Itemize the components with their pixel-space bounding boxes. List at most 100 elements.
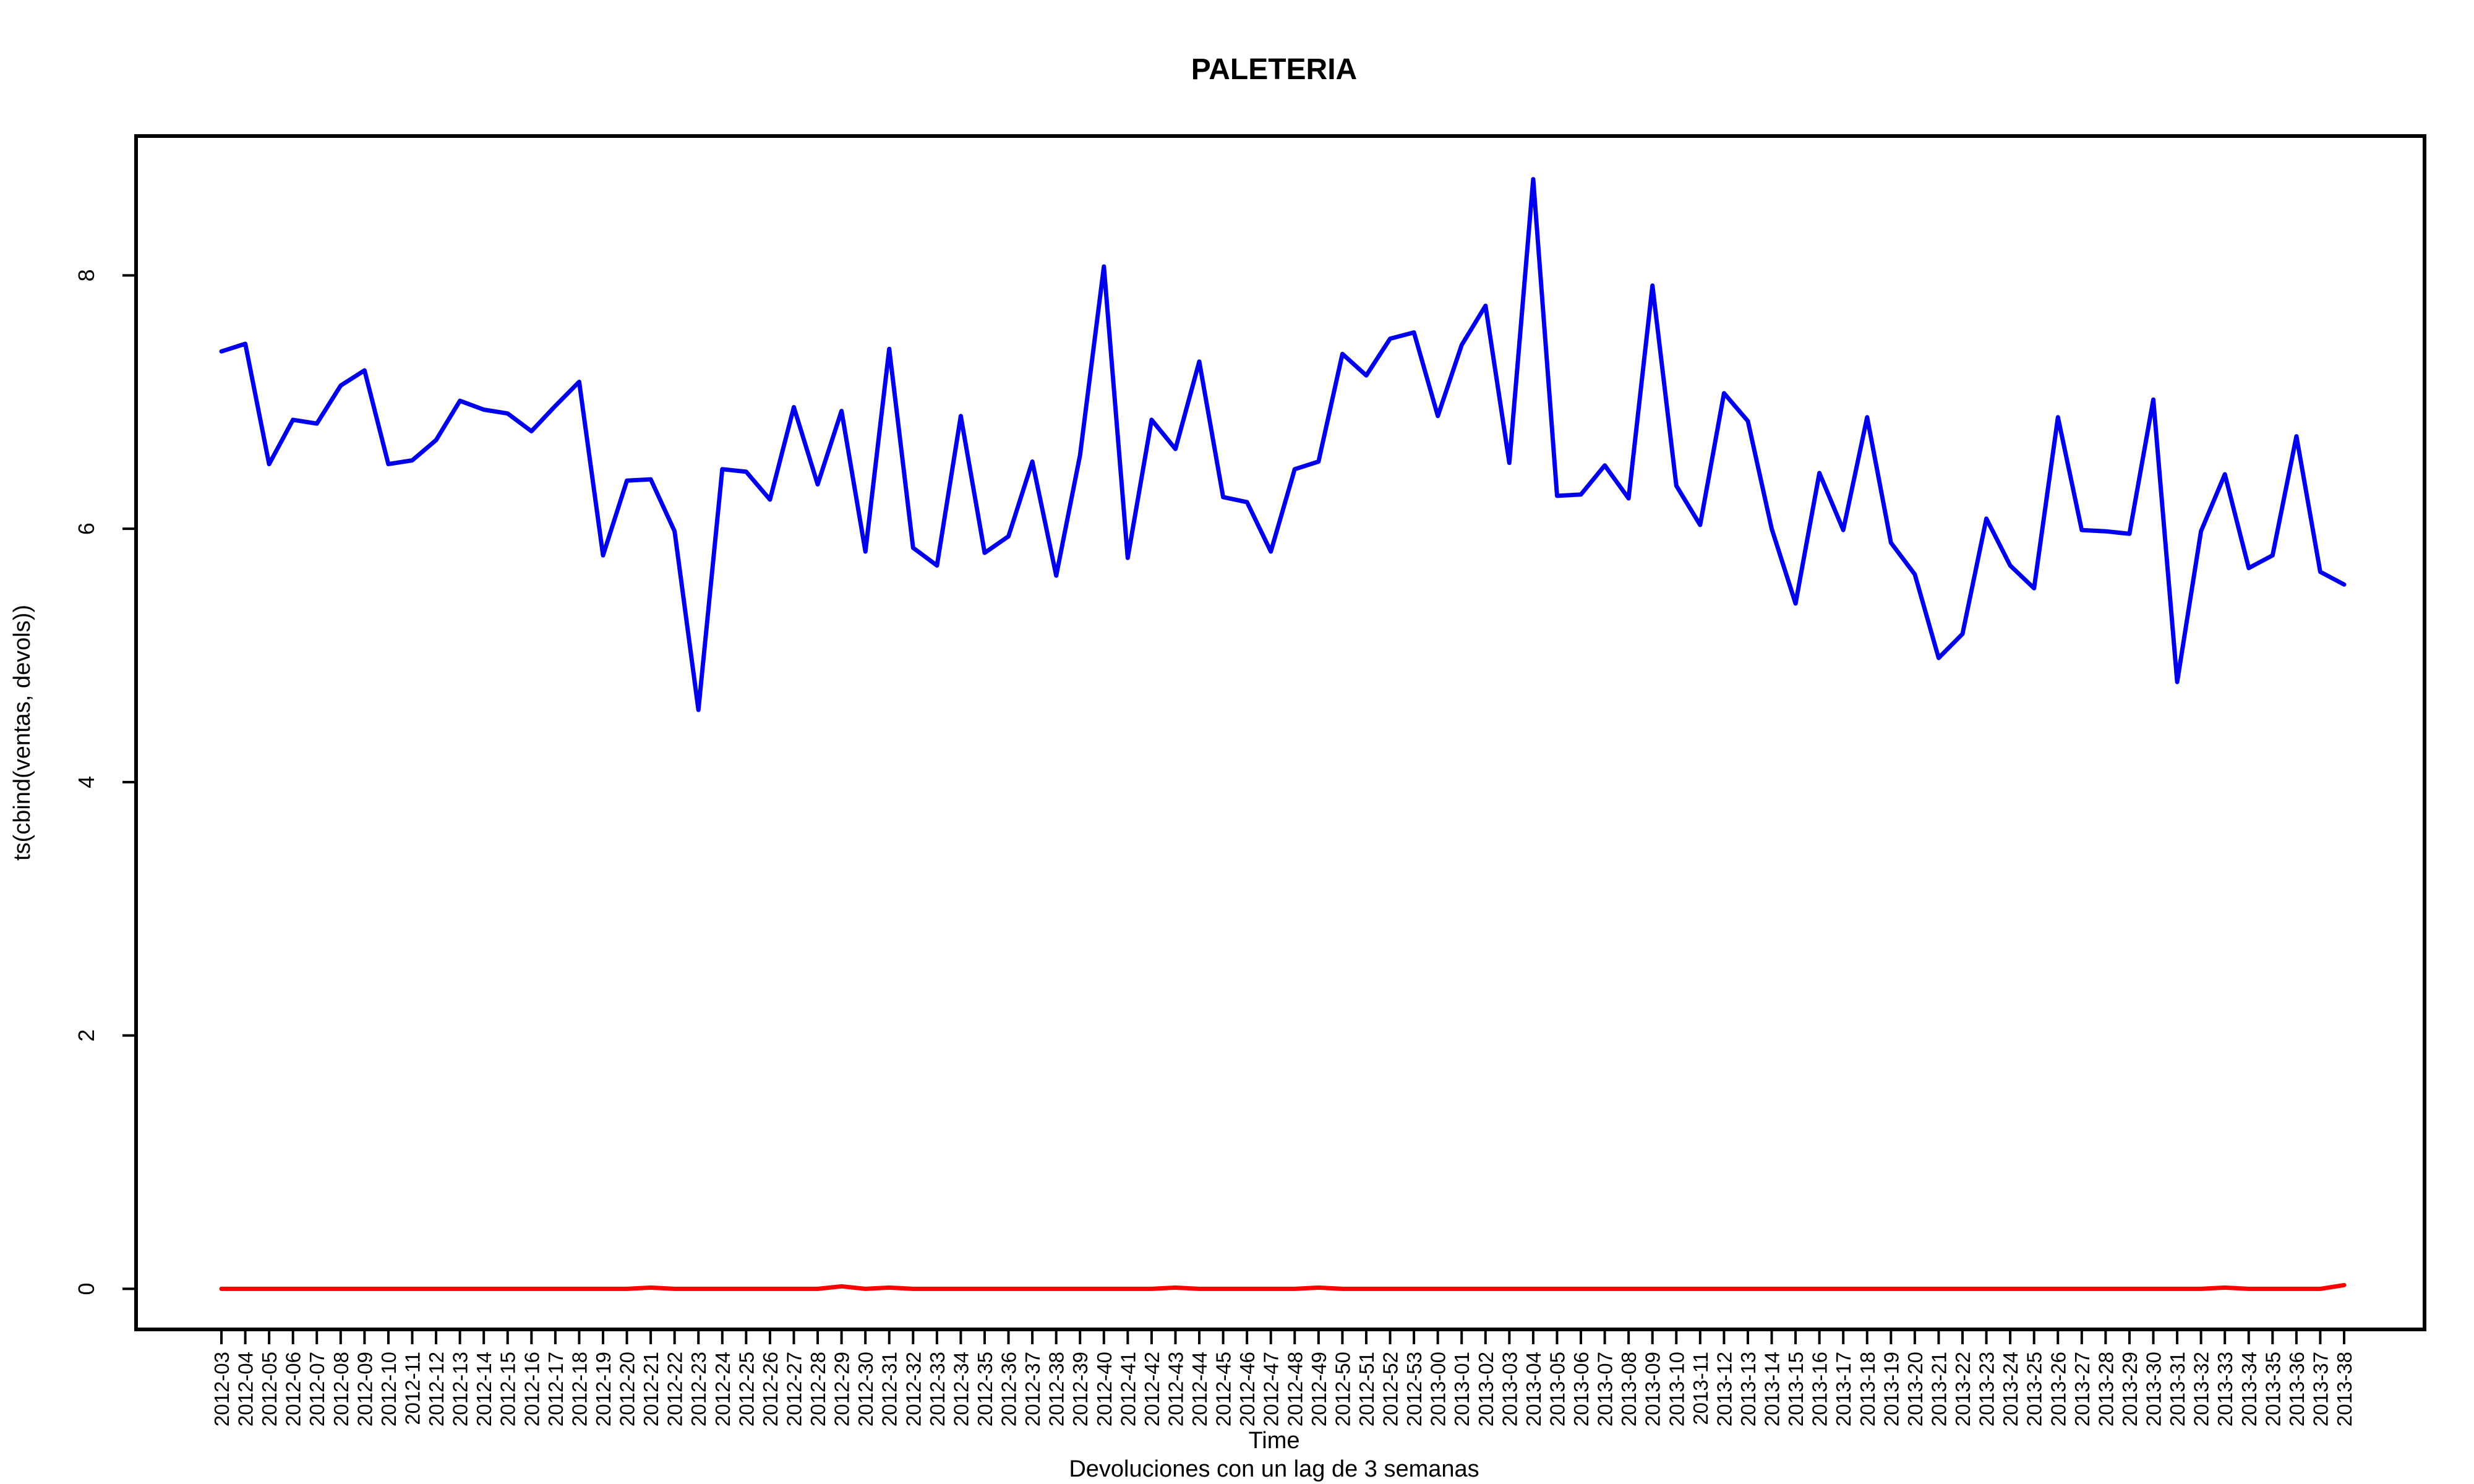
x-tick-label: 2012-29 bbox=[831, 1352, 854, 1426]
x-tick-label: 2012-20 bbox=[616, 1352, 639, 1426]
x-tick-label: 2012-46 bbox=[1236, 1352, 1259, 1426]
y-tick-label: 6 bbox=[74, 522, 99, 535]
x-tick-label: 2013-29 bbox=[2118, 1352, 2141, 1426]
x-tick-label: 2013-16 bbox=[1808, 1352, 1831, 1426]
x-tick-label: 2012-22 bbox=[664, 1352, 687, 1426]
x-tick-label: 2012-35 bbox=[974, 1352, 996, 1426]
x-tick-label: 2012-14 bbox=[473, 1352, 495, 1426]
x-tick-label: 2012-32 bbox=[902, 1352, 925, 1426]
x-tick-label: 2012-18 bbox=[568, 1352, 591, 1426]
x-tick-label: 2013-12 bbox=[1713, 1352, 1736, 1426]
x-tick-label: 2012-09 bbox=[353, 1352, 376, 1426]
x-tick-label: 2013-18 bbox=[1856, 1352, 1879, 1426]
x-tick-label: 2012-26 bbox=[759, 1352, 782, 1426]
x-tick-label: 2013-38 bbox=[2333, 1352, 2356, 1426]
x-tick-label: 2013-23 bbox=[1975, 1352, 1998, 1426]
x-tick-label: 2013-04 bbox=[1522, 1352, 1545, 1426]
series-line-0 bbox=[219, 177, 2347, 712]
x-tick-label: 2013-13 bbox=[1737, 1352, 1760, 1426]
x-tick-label: 2013-05 bbox=[1546, 1352, 1569, 1426]
x-tick-label: 2013-00 bbox=[1427, 1352, 1450, 1426]
x-tick-label: 2013-06 bbox=[1570, 1352, 1593, 1426]
x-tick-label: 2012-13 bbox=[449, 1352, 472, 1426]
x-tick-label: 2013-11 bbox=[1689, 1352, 1712, 1425]
x-tick-label: 2013-07 bbox=[1594, 1352, 1617, 1426]
x-tick-label: 2012-28 bbox=[807, 1352, 829, 1426]
x-tick-label: 2013-25 bbox=[2023, 1352, 2046, 1426]
x-tick-label: 2012-37 bbox=[1021, 1352, 1044, 1426]
x-tick-label: 2013-03 bbox=[1498, 1352, 1521, 1426]
y-tick-label: 8 bbox=[74, 269, 99, 281]
series-layer bbox=[219, 177, 2347, 1291]
chart-subtitle: Devoluciones con un lag de 3 semanas bbox=[1069, 1456, 1479, 1482]
y-tick-label: 2 bbox=[74, 1030, 99, 1042]
x-tick-label: 2012-07 bbox=[306, 1352, 328, 1426]
series-line-1 bbox=[219, 1282, 2347, 1291]
x-tick-label: 2012-24 bbox=[711, 1352, 734, 1426]
x-tick-label: 2013-27 bbox=[2071, 1352, 2094, 1426]
x-tick-label: 2013-24 bbox=[1999, 1352, 2022, 1426]
x-tick-label: 2013-31 bbox=[2166, 1352, 2189, 1426]
x-tick-label: 2013-10 bbox=[1665, 1352, 1688, 1426]
x-tick-label: 2012-08 bbox=[330, 1352, 353, 1426]
x-tick-label: 2013-22 bbox=[1951, 1352, 1974, 1426]
x-tick-label: 2012-27 bbox=[782, 1352, 805, 1426]
x-tick-label: 2012-19 bbox=[592, 1352, 615, 1426]
x-tick-label: 2013-14 bbox=[1761, 1352, 1784, 1426]
x-tick-label: 2013-20 bbox=[1904, 1352, 1927, 1426]
x-tick-label: 2013-09 bbox=[1641, 1352, 1664, 1426]
x-tick-label: 2012-45 bbox=[1212, 1352, 1235, 1426]
x-tick-label: 2012-21 bbox=[640, 1352, 662, 1426]
x-tick-label: 2012-11 bbox=[401, 1352, 424, 1425]
y-axis: 0 2 4 6 8 bbox=[74, 269, 136, 1295]
x-tick-label: 2012-42 bbox=[1141, 1352, 1163, 1426]
x-tick-label: 2013-26 bbox=[2047, 1352, 2070, 1426]
x-tick-label: 2012-33 bbox=[926, 1352, 949, 1426]
chart-title: PALETERIA bbox=[1191, 53, 1357, 86]
x-tick-label: 2013-19 bbox=[1880, 1352, 1903, 1426]
x-tick-label: 2013-02 bbox=[1475, 1352, 1497, 1426]
x-tick-label: 2012-51 bbox=[1355, 1352, 1378, 1426]
x-axis: 2012-03 2012-04 2012-05 2012-06 2012-07 2012-… bbox=[210, 1329, 2356, 1426]
x-tick-label: 2012-48 bbox=[1283, 1352, 1306, 1426]
x-tick-label: 2012-06 bbox=[282, 1352, 305, 1426]
x-tick-label: 2012-16 bbox=[520, 1352, 543, 1426]
x-tick-label: 2013-32 bbox=[2190, 1352, 2213, 1426]
x-tick-label: 2012-40 bbox=[1093, 1352, 1116, 1426]
x-tick-label: 2012-38 bbox=[1045, 1352, 1068, 1426]
x-axis-label: Time bbox=[1248, 1428, 1299, 1454]
x-tick-label: 2012-25 bbox=[735, 1352, 758, 1426]
x-tick-label: 2012-49 bbox=[1308, 1352, 1330, 1426]
x-tick-label: 2012-10 bbox=[377, 1352, 400, 1426]
y-axis-label: ts(cbind(ventas, devols)) bbox=[9, 605, 35, 861]
y-tick-label: 0 bbox=[74, 1282, 99, 1295]
x-tick-label: 2013-30 bbox=[2142, 1352, 2165, 1426]
x-tick-label: 2013-36 bbox=[2285, 1352, 2308, 1426]
x-tick-label: 2013-17 bbox=[1832, 1352, 1855, 1426]
x-tick-label: 2012-12 bbox=[425, 1352, 448, 1426]
x-tick-label: 2012-43 bbox=[1164, 1352, 1187, 1426]
x-tick-label: 2012-39 bbox=[1069, 1352, 1092, 1426]
x-tick-label: 2012-15 bbox=[497, 1352, 520, 1426]
y-tick-label: 4 bbox=[74, 776, 99, 788]
x-tick-label: 2012-44 bbox=[1188, 1352, 1211, 1426]
x-tick-label: 2012-50 bbox=[1331, 1352, 1354, 1426]
x-tick-label: 2013-21 bbox=[1927, 1352, 1950, 1426]
x-tick-label: 2013-01 bbox=[1450, 1352, 1473, 1426]
x-tick-label: 2012-05 bbox=[258, 1352, 281, 1426]
x-tick-label: 2012-03 bbox=[210, 1352, 233, 1426]
x-tick-label: 2012-36 bbox=[998, 1352, 1021, 1426]
x-tick-label: 2013-33 bbox=[2214, 1352, 2236, 1426]
plot-frame bbox=[134, 134, 2426, 1331]
x-tick-label: 2012-52 bbox=[1379, 1352, 1402, 1426]
x-tick-label: 2012-31 bbox=[878, 1352, 901, 1426]
x-tick-label: 2012-30 bbox=[854, 1352, 877, 1426]
x-tick-label: 2012-53 bbox=[1403, 1352, 1426, 1426]
x-tick-label: 2013-34 bbox=[2238, 1352, 2261, 1426]
x-tick-label: 2012-41 bbox=[1116, 1352, 1139, 1426]
x-tick-label: 2012-47 bbox=[1260, 1352, 1283, 1426]
x-tick-label: 2012-17 bbox=[544, 1352, 567, 1426]
x-tick-label: 2012-23 bbox=[687, 1352, 710, 1426]
x-tick-label: 2013-08 bbox=[1617, 1352, 1640, 1426]
